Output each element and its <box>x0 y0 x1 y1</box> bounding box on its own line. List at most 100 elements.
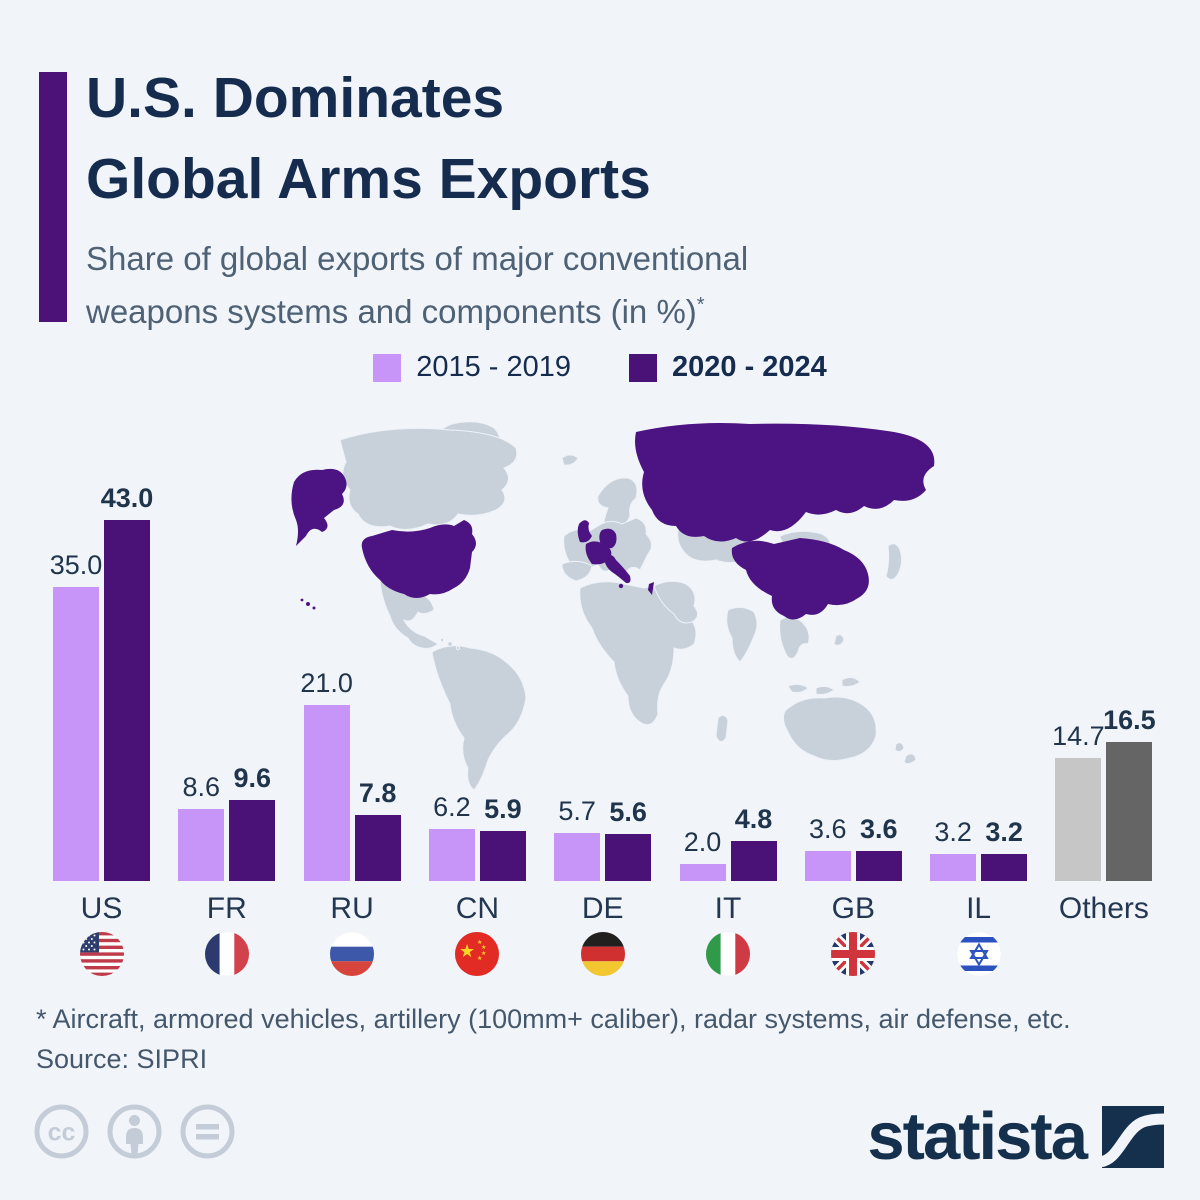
bar-2015-2019: 8.6 <box>178 772 225 881</box>
value-label-2015-2019: 21.0 <box>300 667 353 698</box>
value-label-2020-2024: 9.6 <box>233 763 272 794</box>
map-australia <box>782 696 877 762</box>
de-flag <box>580 932 625 976</box>
bar-2015-2019: 3.6 <box>804 814 851 881</box>
bar-2020-2024: 5.9 <box>479 794 526 881</box>
cn-flag: ★ ★ ★ ★ ★ <box>455 932 500 976</box>
map-se-asia <box>779 616 810 659</box>
map-hawaii <box>306 602 310 606</box>
cc-icon[interactable]: cc <box>33 1103 90 1160</box>
value-label-2015-2019: 3.6 <box>809 813 847 844</box>
attribution-icon[interactable] <box>106 1103 163 1160</box>
license-icons: cc <box>33 1103 236 1160</box>
map-alaska <box>291 468 347 546</box>
map-indonesia <box>787 676 861 695</box>
svg-text:★: ★ <box>477 939 482 946</box>
accent-bar <box>39 72 67 322</box>
chart-subtitle: Share of global exports of major convent… <box>86 236 748 335</box>
map-caribbean <box>447 641 453 647</box>
svg-text:★: ★ <box>477 955 482 962</box>
value-label-2020-2024: 3.6 <box>860 813 898 844</box>
bar-group-il: 3.2 3.2 IL <box>930 0 1028 976</box>
bar-2015-2019: 21.0 <box>300 668 353 881</box>
bar-2020-2024: 4.8 <box>730 804 777 881</box>
map-italy <box>604 554 631 584</box>
fr-flag <box>204 932 249 976</box>
category-label: IT <box>714 892 742 925</box>
category-label: GB <box>831 892 875 925</box>
title-line-1: U.S. Dominates <box>86 66 505 130</box>
source: Source: SIPRI <box>36 1044 208 1074</box>
bar-group-cn: 6.2 5.9 CN ★ ★ ★ ★ ★ <box>428 0 526 976</box>
map-madagascar <box>715 714 729 742</box>
legend-swatch-2015-2019 <box>373 353 402 382</box>
map-united-kingdom <box>577 520 592 543</box>
category-label: DE <box>581 892 624 925</box>
map-germany <box>599 528 617 549</box>
map-mexico <box>379 580 439 649</box>
svg-text:★: ★ <box>459 941 475 962</box>
category-label: Others <box>1058 892 1149 925</box>
statista-logo[interactable]: statista <box>867 1098 1164 1175</box>
map-new-zealand <box>894 742 917 765</box>
bar-2015-2019: 3.2 <box>930 817 977 881</box>
map-india <box>726 606 758 663</box>
bar-group-de: 5.7 5.6 DE <box>554 0 652 976</box>
svg-text:★: ★ <box>481 950 486 957</box>
statista-logo-icon <box>1102 1105 1164 1168</box>
bar-group-gb: 3.6 3.6 GB <box>804 0 902 976</box>
bar-2020-2024: 9.6 <box>229 763 276 881</box>
value-label-2015-2019: 8.6 <box>182 771 221 802</box>
category-label: FR <box>206 892 247 925</box>
bar-group-others: 14.7 16.5 Others <box>1052 0 1156 976</box>
svg-text:★: ★ <box>481 944 486 951</box>
value-label-2015-2019: 6.2 <box>433 791 471 822</box>
value-label-2020-2024: 3.2 <box>985 817 1023 848</box>
value-label-2015-2019: 14.7 <box>1052 720 1105 751</box>
ru-flag <box>330 932 375 976</box>
category-label: US <box>80 892 123 925</box>
value-label-2015-2019: 35.0 <box>49 550 103 580</box>
bar-chart: 35.0 43.0 US 8.6 9.6 FR 21.0 7.8 RU 6.2 … <box>50 0 1156 976</box>
subtitle-line-2: weapons systems and components (in %)* <box>86 293 705 330</box>
map-united-states <box>361 520 476 598</box>
bar-2020-2024: 43.0 <box>101 483 153 881</box>
value-label-2020-2024: 43.0 <box>100 482 154 513</box>
map-israel <box>648 582 654 595</box>
svg-text:cc: cc <box>48 1119 76 1147</box>
title-line-2: Global Arms Exports <box>86 147 651 211</box>
map-sicily <box>618 583 624 589</box>
bar-group-us: 35.0 43.0 US <box>50 0 153 976</box>
us-flag <box>79 932 124 976</box>
value-label-2020-2024: 5.6 <box>609 796 647 827</box>
map-philippines <box>833 634 845 646</box>
footnote: * Aircraft, armored vehicles, artillery … <box>36 1004 1071 1034</box>
legend: 2015 - 2019 2020 - 2024 <box>0 351 1200 384</box>
legend-label: 2015 - 2019 <box>416 351 571 383</box>
gb-flag <box>831 932 876 976</box>
category-label: RU <box>330 892 374 925</box>
value-label-2015-2019: 2.0 <box>683 827 722 858</box>
bar-2020-2024: 3.2 <box>981 817 1028 881</box>
bar-group-fr: 8.6 9.6 FR <box>178 0 276 976</box>
bar-2015-2019: 14.7 <box>1052 721 1105 881</box>
value-label-2015-2019: 5.7 <box>558 796 596 827</box>
page-title: U.S. Dominates Global Arms Exports <box>86 58 651 220</box>
bar-2015-2019: 35.0 <box>50 550 102 881</box>
world-map <box>291 421 935 791</box>
map-canada <box>339 427 518 530</box>
it-flag <box>706 932 750 976</box>
bar-2020-2024: 3.6 <box>855 814 902 881</box>
category-label: IL <box>966 892 992 925</box>
bar-2020-2024: 7.8 <box>354 778 401 881</box>
bar-group-ru: 21.0 7.8 RU <box>300 0 401 976</box>
map-japan <box>885 543 903 580</box>
category-label: CN <box>455 892 500 925</box>
bar-2015-2019: 5.7 <box>554 796 601 881</box>
nd-icon[interactable] <box>179 1103 236 1160</box>
map-russia <box>635 423 935 542</box>
bar-2015-2019: 6.2 <box>428 792 475 881</box>
legend-swatch-2020-2024 <box>629 353 657 382</box>
value-label-2020-2024: 16.5 <box>1103 705 1156 736</box>
